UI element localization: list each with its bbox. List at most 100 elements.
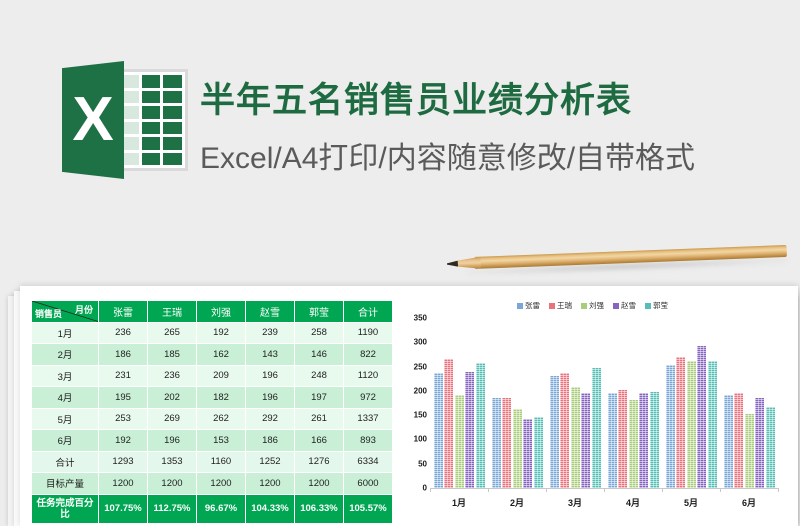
table-cell: 261 bbox=[294, 407, 344, 430]
legend-label: 赵雪 bbox=[621, 301, 636, 310]
column-header-5: 合计 bbox=[343, 300, 393, 323]
chart-bar bbox=[734, 392, 743, 488]
legend-label: 王瑞 bbox=[557, 301, 572, 310]
column-header-1: 王瑞 bbox=[147, 300, 197, 323]
table-cell: 248 bbox=[294, 364, 344, 387]
table-row: 1月 236 265 192 239 258 1190 bbox=[31, 321, 393, 344]
chart-bar bbox=[744, 413, 754, 488]
chart-bar bbox=[591, 367, 601, 488]
column-header-2: 刘强 bbox=[196, 300, 246, 323]
column-header-3: 赵雪 bbox=[245, 300, 295, 323]
table-cell: 202 bbox=[147, 386, 197, 409]
table-cell: 162 bbox=[196, 343, 246, 366]
chart-bar bbox=[628, 399, 638, 488]
legend-swatch-icon bbox=[549, 302, 555, 309]
chart-bar bbox=[465, 371, 474, 488]
chart-bar bbox=[549, 375, 559, 488]
table-cell: 1200 bbox=[245, 472, 295, 495]
y-axis-tick-label: 200 bbox=[413, 386, 427, 396]
table-cell: 1120 bbox=[343, 364, 393, 387]
table-cell: 196 bbox=[245, 364, 295, 387]
x-axis-tick-label: 4月 bbox=[625, 498, 641, 508]
table-cell: 258 bbox=[294, 321, 344, 344]
table-cell: 265 bbox=[147, 321, 197, 344]
x-axis-tick-mark bbox=[720, 488, 721, 492]
column-header-4: 郭莹 bbox=[294, 300, 344, 323]
chart-bar bbox=[649, 392, 659, 488]
excel-logo-panel bbox=[62, 61, 124, 179]
table-target-row: 目标产量 1200 1200 1200 1200 1200 6000 bbox=[31, 472, 393, 495]
table-cell: 893 bbox=[343, 429, 393, 452]
table-cell: 6334 bbox=[343, 450, 393, 473]
table-cell: 1252 bbox=[245, 450, 295, 473]
legend-swatch-icon bbox=[517, 302, 523, 309]
excel-logo-letter: X bbox=[72, 85, 114, 154]
chart-bar bbox=[533, 417, 543, 488]
x-axis-tick-mark bbox=[604, 488, 605, 492]
chart-bar bbox=[639, 392, 648, 488]
legend-item-3: 赵雪 bbox=[613, 300, 636, 311]
row-label: 3月 bbox=[31, 364, 99, 387]
table-cell: 269 bbox=[147, 407, 197, 430]
y-axis-tick-label: 300 bbox=[413, 337, 427, 347]
table-cell: 231 bbox=[98, 364, 148, 387]
diagonal-divider-icon bbox=[32, 301, 98, 322]
table-cell: 239 bbox=[245, 321, 295, 344]
chart-bars-layer bbox=[430, 318, 778, 488]
x-axis-tick-mark bbox=[488, 488, 489, 492]
x-axis-tick-label: 3月 bbox=[567, 498, 583, 508]
pencil-graphite-tip bbox=[447, 261, 458, 267]
table-cell: 1337 bbox=[343, 407, 393, 430]
row-label: 1月 bbox=[31, 321, 99, 344]
table-cell: 262 bbox=[196, 407, 246, 430]
legend-label: 郭莹 bbox=[653, 301, 668, 310]
chart-legend: 张雷 王瑞 刘强 赵雪 郭莹 bbox=[400, 300, 785, 311]
x-axis-tick-mark bbox=[546, 488, 547, 492]
excel-logo: X bbox=[62, 57, 188, 183]
chart-bar bbox=[502, 398, 511, 488]
y-axis-tick-label: 100 bbox=[413, 434, 427, 444]
table-cell: 166 bbox=[294, 429, 344, 452]
table-cell: 105.57% bbox=[343, 493, 393, 524]
table-cell: 1200 bbox=[147, 472, 197, 495]
corner-label-month: 月份 bbox=[74, 305, 93, 315]
table-cell: 146 bbox=[294, 343, 344, 366]
legend-label: 张雷 bbox=[525, 301, 540, 310]
x-axis-tick-label: 6月 bbox=[741, 498, 757, 508]
sales-table-container: 月份 销售员 张雷 王瑞 刘强 赵雪 郭莹 合计 1月 236 265 192 bbox=[31, 300, 393, 524]
table-cell: 253 bbox=[98, 407, 148, 430]
legend-item-2: 刘强 bbox=[581, 300, 604, 311]
table-cell: 186 bbox=[245, 429, 295, 452]
table-cell: 192 bbox=[196, 321, 246, 344]
header-band: X 半年五名销售员业绩分析表 Excel/A4打印/内容随意修改/自带格式 bbox=[0, 0, 800, 277]
chart-bar bbox=[697, 346, 706, 488]
row-label-percent: 任务完成百分比 bbox=[31, 493, 99, 524]
table-cell: 1276 bbox=[294, 450, 344, 473]
legend-swatch-icon bbox=[613, 302, 619, 309]
legend-label: 刘强 bbox=[589, 301, 604, 310]
table-cell: 292 bbox=[245, 407, 295, 430]
row-label-target: 目标产量 bbox=[31, 472, 99, 495]
table-cell: 1190 bbox=[343, 321, 393, 344]
table-corner-header: 月份 销售员 bbox=[31, 300, 99, 323]
chart-bar bbox=[560, 373, 569, 488]
excel-logo-grid bbox=[120, 75, 182, 165]
table-cell: 197 bbox=[294, 386, 344, 409]
chart-y-axis: 0 50 100 150 200 250 300 350 bbox=[400, 314, 430, 493]
legend-item-4: 郭莹 bbox=[645, 300, 668, 311]
x-axis-tick-label: 1月 bbox=[451, 498, 467, 508]
table-cell: 822 bbox=[343, 343, 393, 366]
table-cell: 112.75% bbox=[147, 493, 197, 524]
chart-bar bbox=[676, 357, 685, 488]
table-row: 6月 192 196 153 186 166 893 bbox=[31, 429, 393, 452]
chart-bar bbox=[581, 392, 590, 488]
table-total-row: 合计 1293 1353 1160 1252 1276 6334 bbox=[31, 450, 393, 473]
table-cell: 1200 bbox=[294, 472, 344, 495]
table-cell: 1353 bbox=[147, 450, 197, 473]
chart-bar bbox=[765, 407, 775, 488]
table-cell: 186 bbox=[98, 343, 148, 366]
chart-bar bbox=[523, 418, 532, 488]
chart-bar bbox=[444, 359, 453, 488]
x-axis-tick-mark bbox=[662, 488, 663, 492]
chart-bar bbox=[723, 394, 733, 488]
